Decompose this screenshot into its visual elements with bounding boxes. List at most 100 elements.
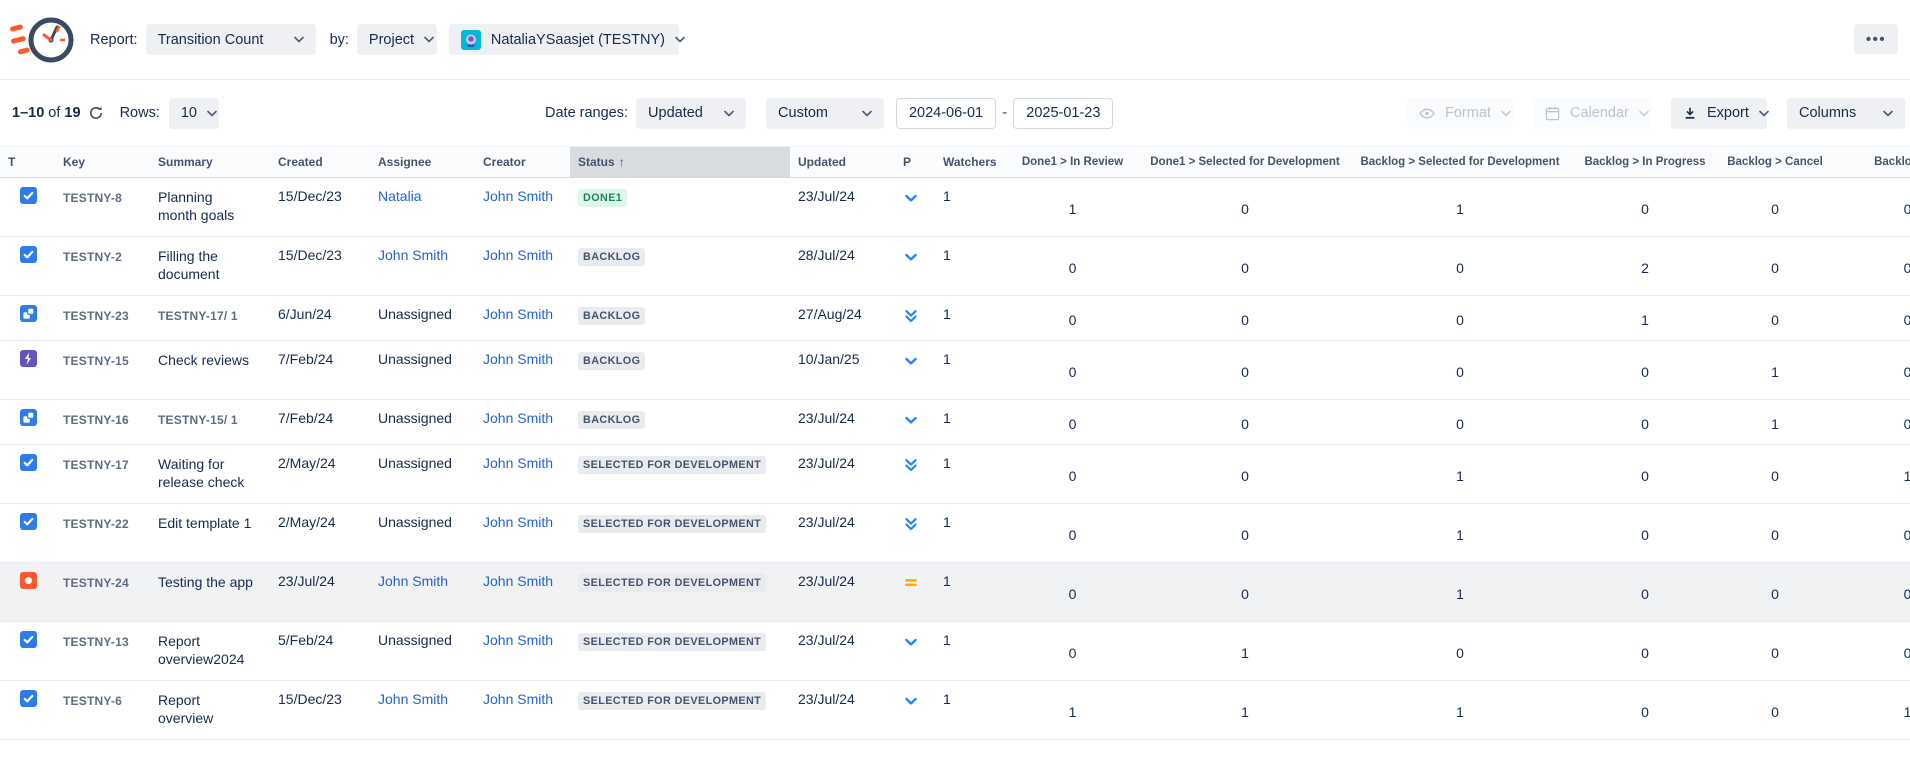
column-header-t[interactable]: T [0, 147, 55, 177]
column-header-status[interactable]: Status ↑ [570, 147, 790, 177]
table-row[interactable]: TESTNY-23 TESTNY-17/ 1 6/Jun/24 Unassigned J… [0, 296, 1910, 341]
creator-name[interactable]: John Smith [483, 247, 554, 263]
transition-count-cell: 1 [1903, 704, 1910, 720]
transition-count-cell: 0 [1903, 364, 1910, 380]
transition-count-cell: 0 [1641, 586, 1649, 602]
creator-cell: John Smith [475, 563, 570, 621]
column-header-v4[interactable]: Backlog > Cancel [1725, 147, 1825, 177]
table-row[interactable]: TESTNY-24 Testing the app 23/Jul/24 John Sm… [0, 563, 1910, 622]
date-mode-select[interactable]: Custom [766, 97, 885, 129]
more-actions-button[interactable]: ••• [1854, 24, 1898, 54]
date-from-input[interactable] [896, 97, 997, 129]
table-row[interactable]: TESTNY-8 Planning month goals 15/Dec/23 Nat… [0, 178, 1910, 237]
status-badge: SELECTED FOR DEVELOPMENT [578, 633, 767, 651]
project-scope-select[interactable]: NataliaYSaasjet (TESTNY) [448, 24, 685, 55]
creator-name[interactable]: John Smith [483, 188, 554, 204]
transition-count-cell: 1 [1068, 704, 1077, 720]
creator-name[interactable]: John Smith [483, 573, 554, 589]
creator-name[interactable]: John Smith [483, 632, 554, 648]
column-header-updated[interactable]: Updated [790, 147, 895, 177]
priority-low-icon [903, 412, 919, 428]
column-header-creator[interactable]: Creator [475, 147, 570, 177]
transition-count-cell: 0 [1241, 312, 1249, 328]
column-header-v5[interactable]: Backlog > O [1825, 147, 1910, 177]
assignee-name[interactable]: John Smith [378, 573, 449, 589]
table-row[interactable]: TESTNY-16 TESTNY-15/ 1 7/Feb/24 Unassigned J… [0, 400, 1910, 445]
column-header-assignee[interactable]: Assignee [370, 147, 475, 177]
transition-count-cell: 0 [1068, 260, 1077, 276]
transition-count-cell: 0 [1456, 364, 1464, 380]
assignee-cell: Unassigned [370, 504, 475, 562]
transition-count-cell: 0 [1456, 416, 1464, 432]
transition-count-cell: 0 [1903, 312, 1910, 328]
transition-count-cell: 0 [1068, 468, 1077, 484]
creator-name[interactable]: John Smith [483, 306, 554, 322]
rows-per-page-select[interactable]: 10 [168, 97, 219, 129]
column-header-summary[interactable]: Summary [150, 147, 270, 177]
updated-date: 23/Jul/24 [798, 632, 855, 648]
assignee-name[interactable]: John Smith [378, 691, 449, 707]
refresh-icon[interactable] [88, 105, 104, 121]
transition-count-cell: 2 [1641, 260, 1649, 276]
export-button[interactable]: Export [1671, 97, 1769, 129]
column-header-created[interactable]: Created [270, 147, 370, 177]
transition-count-cell: 0 [1456, 312, 1464, 328]
group-by-select[interactable]: Project [356, 24, 437, 55]
priority-cell [895, 400, 935, 444]
date-to-input[interactable] [1013, 97, 1114, 129]
format-label: Format [1445, 105, 1491, 121]
creator-name[interactable]: John Smith [483, 351, 554, 367]
transition-count-cell: 0 [1456, 260, 1464, 276]
columns-button[interactable]: Columns [1787, 97, 1905, 129]
transition-count-cell: 0 [1068, 416, 1077, 432]
report-select-value: Transition Count [157, 31, 264, 48]
calendar-button[interactable]: Calendar [1533, 97, 1651, 129]
issue-key: TESTNY-15 [63, 354, 129, 368]
watchers-count: 1 [943, 351, 951, 367]
transition-count-cell: 0 [1641, 527, 1649, 543]
table-row[interactable]: TESTNY-6 Report overview 15/Dec/23 John Smi… [0, 681, 1910, 740]
table-row[interactable]: TESTNY-2 Filling the document 15/Dec/23 Joh… [0, 237, 1910, 296]
column-header-v0[interactable]: Done1 > In Review [1010, 147, 1135, 177]
assignee-name: Unassigned [378, 455, 452, 471]
transition-count-cell: 0 [1641, 645, 1649, 661]
creator-name[interactable]: John Smith [483, 410, 554, 426]
format-button[interactable]: Format [1407, 97, 1513, 129]
table-row[interactable]: TESTNY-15 Check reviews 7/Feb/24 Unassigned… [0, 341, 1910, 400]
creator-cell: John Smith [475, 296, 570, 340]
table-row[interactable]: TESTNY-13 Report overview2024 5/Feb/24 Unas… [0, 622, 1910, 681]
rows-label: Rows: [119, 105, 160, 121]
table-row[interactable]: TESTNY-22 Edit template 1 2/May/24 Unassign… [0, 504, 1910, 563]
app-logo [10, 17, 74, 62]
date-field-select[interactable]: Updated [636, 97, 747, 129]
assignee-cell: Natalia [370, 178, 475, 236]
column-header-watchers[interactable]: Watchers [935, 147, 1010, 177]
assignee-name[interactable]: John Smith [378, 247, 449, 263]
updated-date: 23/Jul/24 [798, 691, 855, 707]
updated-date: 28/Jul/24 [798, 247, 855, 263]
eye-icon [1419, 107, 1435, 120]
priority-lowest-icon [903, 308, 919, 324]
chevron-down-icon [1883, 110, 1893, 117]
table-row[interactable]: TESTNY-17 Waiting for release check 2/May/… [0, 445, 1910, 504]
transition-count-cell: 0 [1641, 416, 1649, 432]
column-header-p[interactable]: P [895, 147, 935, 177]
status-badge: BACKLOG [578, 248, 646, 266]
creator-name[interactable]: John Smith [483, 691, 554, 707]
created-date: 5/Feb/24 [278, 632, 334, 648]
report-select[interactable]: Transition Count [145, 24, 316, 55]
column-header-v2[interactable]: Backlog > Selected for Development [1355, 147, 1565, 177]
creator-name[interactable]: John Smith [483, 514, 554, 530]
transition-count-cell: 1 [1068, 201, 1077, 217]
column-header-key[interactable]: Key [55, 147, 150, 177]
assignee-name[interactable]: Natalia [378, 188, 422, 204]
column-header-label: Backlog > O [1874, 156, 1910, 168]
transition-count-cell: 0 [1641, 468, 1649, 484]
table-actions-group: Format Calendar Export Columns [1387, 80, 1905, 146]
creator-name[interactable]: John Smith [483, 455, 554, 471]
column-header-v3[interactable]: Backlog > In Progress [1565, 147, 1725, 177]
issue-key: TESTNY-6 [63, 694, 122, 708]
watchers-count: 1 [943, 306, 951, 322]
column-header-v1[interactable]: Done1 > Selected for Development [1135, 147, 1355, 177]
transition-count-cell: 0 [1903, 260, 1910, 276]
